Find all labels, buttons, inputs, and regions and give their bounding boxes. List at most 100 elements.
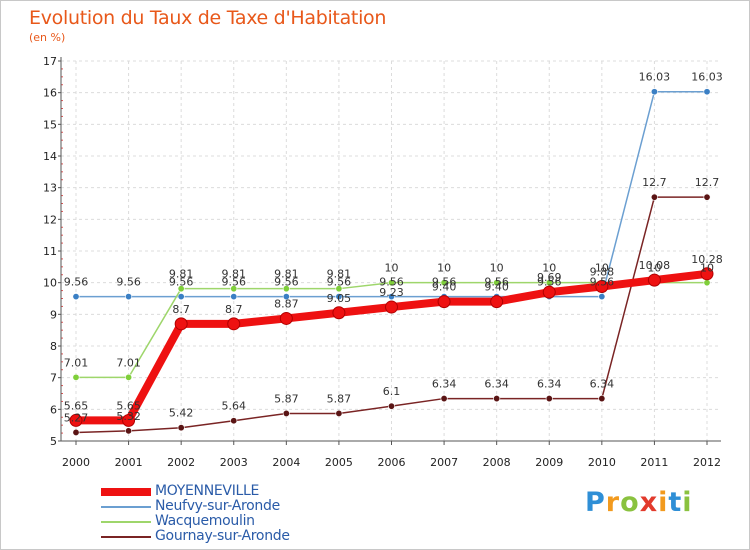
data-point [72,373,80,381]
data-label: 8.7 [172,303,190,316]
data-label: 5.87 [274,392,299,405]
logo-letter: r [605,487,621,518]
axes: 5 6 7 8 9 10 11 12 13 14 15 16 17 2000 2001 2002 2003 200… [43,55,721,469]
legend-item-gournay: Gournay-sur-Aronde [101,528,361,544]
data-label: 10 [542,262,556,275]
data-labels: 5.65 5.658.7 8.7 8.87 9.05 9.23 9.40 9.409.69 9.… [64,71,723,425]
grid [61,60,721,442]
x-tick-label: 2002 [167,456,195,469]
data-label: 10 [490,262,504,275]
data-label: 9.69 [537,271,562,284]
logo-letter: P [585,487,606,518]
data-label: 9.56 [484,276,509,289]
data-point [598,293,606,301]
x-tick-label: 2003 [220,456,248,469]
legend-item-neufvy: Neufvy-sur-Aronde [101,498,361,514]
data-label: 10 [700,262,714,275]
data-label: 6.1 [383,385,401,398]
data-point [437,295,451,309]
data-label: 9.56 [169,276,194,289]
y-tick-label: 5 [50,435,57,448]
legend-label-gournay: Gournay-sur-Aronde [155,528,290,544]
y-tick-label: 11 [43,245,57,258]
data-point [230,285,238,293]
data-point [177,285,185,293]
logo-letter: i [658,487,669,518]
data-label: 5.65 [116,399,141,412]
data-label: 9.56 [116,276,141,289]
data-label: 9.88 [590,265,615,278]
data-label: 6.34 [590,378,615,391]
data-point [335,409,343,417]
data-label: 9.56 [379,276,404,289]
legend-label-moyenneville: MOYENNEVILLE [155,483,260,499]
unit-label: (en %) [29,31,66,44]
data-label: 6.34 [484,378,509,391]
data-point [125,293,133,301]
data-label: 10.28 [691,253,723,266]
data-point [122,413,136,427]
data-label: 12.7 [695,176,720,189]
data-point [387,293,395,301]
y-tick-label: 6 [50,403,57,416]
legend-label-neufvy: Neufvy-sur-Aronde [155,498,280,514]
data-label: 8.7 [225,303,243,316]
data-label: 9.05 [327,292,352,305]
series-layer [69,88,714,436]
x-tick-label: 2004 [272,456,300,469]
data-label: 5.65 [64,399,89,412]
data-label: 8.87 [274,297,299,310]
data-point [650,193,658,201]
data-label: 16.03 [639,71,671,84]
legend-swatch-wacquemoulin [101,521,151,523]
data-point [335,285,343,293]
data-point [177,293,185,301]
y-tick-label: 7 [50,372,57,385]
data-point [177,424,185,432]
x-tick-label: 2011 [640,456,668,469]
logo-letter: o [620,487,640,518]
x-tick-label: 2008 [483,456,511,469]
data-point [703,193,711,201]
data-point [174,317,188,331]
x-tick-label: 2006 [378,456,406,469]
data-label: 5.87 [327,392,352,405]
data-label: 5.64 [222,400,247,413]
chart-title: Evolution du Taux de Taxe d'Habitation [29,7,387,29]
data-point [282,293,290,301]
data-point [545,395,553,403]
data-label: 9.81 [327,268,352,281]
data-label: 7.01 [116,356,141,369]
x-tick-label: 2000 [62,456,90,469]
data-label: 9.23 [379,286,404,299]
data-label: 10 [647,262,661,275]
data-point [440,279,448,287]
data-point [490,295,504,309]
data-point [282,285,290,293]
data-label: 9.40 [484,281,509,294]
legend-swatch-moyenneville [101,488,151,496]
legend-label-wacquemoulin: Wacquemoulin [155,513,255,529]
x-tick-label: 2001 [115,456,143,469]
data-point [493,395,501,403]
data-label: 9.56 [64,276,89,289]
data-label: 10 [385,262,399,275]
data-label: 9.81 [274,268,299,281]
data-label: 9.81 [222,268,247,281]
data-label: 9.56 [432,276,457,289]
data-point [440,395,448,403]
data-label: 9.56 [590,276,615,289]
y-tick-label: 10 [43,277,57,290]
x-tick-label: 2009 [535,456,563,469]
data-point [703,88,711,96]
data-point [230,293,238,301]
logo-letter: t [668,487,683,518]
data-point [387,279,395,287]
data-label: 9.56 [222,276,247,289]
data-point [282,409,290,417]
data-label: 9.56 [537,276,562,289]
legend-swatch-neufvy [101,506,151,508]
data-point [598,395,606,403]
data-label: 5.32 [116,410,141,423]
